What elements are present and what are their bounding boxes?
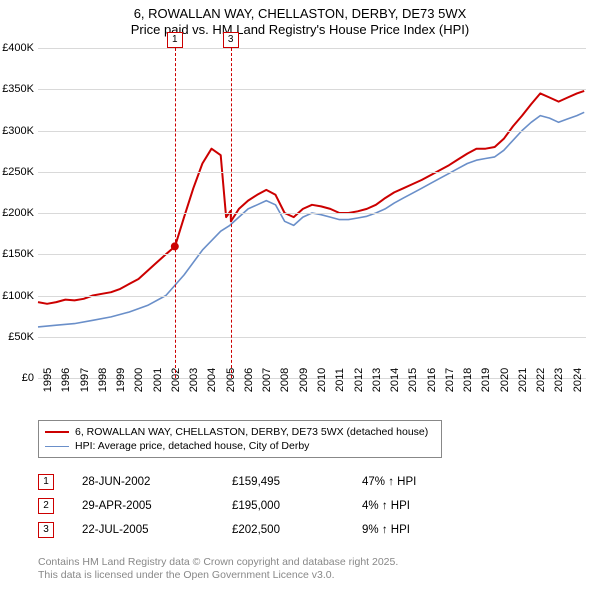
legend-swatch: [45, 446, 69, 447]
gridline: [38, 172, 586, 173]
sales-number-box: 2: [38, 498, 54, 514]
xtick-label: 2018: [462, 368, 474, 392]
xtick-label: 2015: [407, 368, 419, 392]
xtick-label: 2002: [170, 368, 182, 392]
xtick-label: 2024: [572, 368, 584, 392]
xtick-label: 2019: [480, 368, 492, 392]
gridline: [38, 213, 586, 214]
xtick-label: 2004: [206, 368, 218, 392]
ytick-label: £350K: [2, 83, 34, 95]
sales-row: 1 28-JUN-2002£159,49547% ↑ HPI: [38, 470, 558, 494]
sales-row: 2 29-APR-2005£195,0004% ↑ HPI: [38, 494, 558, 518]
ytick-label: £400K: [2, 42, 34, 54]
gridline: [38, 48, 586, 49]
sales-date: 29-APR-2005: [82, 500, 232, 512]
title-line2: Price paid vs. HM Land Registry's House …: [0, 22, 600, 38]
xtick-label: 2010: [316, 368, 328, 392]
marker-line: [231, 48, 232, 378]
sales-pct: 9% ↑ HPI: [362, 524, 482, 536]
sales-number-box: 3: [38, 522, 54, 538]
ytick-label: £50K: [8, 331, 34, 343]
ytick-label: £250K: [2, 166, 34, 178]
footnote-line2: This data is licensed under the Open Gov…: [38, 569, 558, 582]
sales-table: 1 28-JUN-2002£159,49547% ↑ HPI 2 29-APR-200…: [38, 470, 558, 542]
xtick-label: 2009: [298, 368, 310, 392]
sales-pct: 4% ↑ HPI: [362, 500, 482, 512]
xtick-label: 2022: [535, 368, 547, 392]
xtick-label: 2003: [188, 368, 200, 392]
chart-area: £0£50K£100K£150K£200K£250K£300K£350K£400…: [38, 48, 586, 379]
gridline: [38, 337, 586, 338]
xtick-label: 2011: [334, 368, 346, 392]
ytick-label: £200K: [2, 207, 34, 219]
series-property: [38, 91, 584, 304]
sales-price: £159,495: [232, 476, 362, 488]
xtick-label: 1996: [60, 368, 72, 392]
legend-label: 6, ROWALLAN WAY, CHELLASTON, DERBY, DE73…: [75, 426, 428, 438]
sales-number-box: 1: [38, 474, 54, 490]
xtick-label: 2013: [371, 368, 383, 392]
ytick-label: £0: [22, 372, 34, 384]
legend-row: 6, ROWALLAN WAY, CHELLASTON, DERBY, DE73…: [45, 425, 435, 439]
xtick-label: 2006: [243, 368, 255, 392]
footnote: Contains HM Land Registry data © Crown c…: [38, 556, 558, 582]
legend-row: HPI: Average price, detached house, City…: [45, 439, 435, 453]
sales-date: 28-JUN-2002: [82, 476, 232, 488]
gridline: [38, 89, 586, 90]
ytick-label: £150K: [2, 248, 34, 260]
xtick-label: 2007: [261, 368, 273, 392]
xtick-label: 2000: [133, 368, 145, 392]
gridline: [38, 296, 586, 297]
page-container: 6, ROWALLAN WAY, CHELLASTON, DERBY, DE73…: [0, 0, 600, 590]
legend-swatch: [45, 431, 69, 433]
marker-number-box: 3: [223, 32, 239, 48]
sales-price: £202,500: [232, 524, 362, 536]
title-line1: 6, ROWALLAN WAY, CHELLASTON, DERBY, DE73…: [0, 6, 600, 22]
xtick-label: 2023: [553, 368, 565, 392]
xtick-label: 2012: [353, 368, 365, 392]
footnote-line1: Contains HM Land Registry data © Crown c…: [38, 556, 558, 569]
sales-date: 22-JUL-2005: [82, 524, 232, 536]
xtick-label: 2001: [152, 368, 164, 392]
sales-price: £195,000: [232, 500, 362, 512]
xtick-label: 2014: [389, 368, 401, 392]
ytick-label: £100K: [2, 290, 34, 302]
marker-line: [175, 48, 176, 378]
gridline: [38, 131, 586, 132]
xtick-label: 2008: [279, 368, 291, 392]
sales-pct: 47% ↑ HPI: [362, 476, 482, 488]
xtick-label: 2020: [499, 368, 511, 392]
sales-row: 3 22-JUL-2005£202,5009% ↑ HPI: [38, 518, 558, 542]
title-block: 6, ROWALLAN WAY, CHELLASTON, DERBY, DE73…: [0, 0, 600, 39]
xtick-label: 1999: [115, 368, 127, 392]
ytick-label: £300K: [2, 125, 34, 137]
xtick-label: 1995: [42, 368, 54, 392]
legend-label: HPI: Average price, detached house, City…: [75, 440, 309, 452]
marker-number-box: 1: [167, 32, 183, 48]
xtick-label: 2017: [444, 368, 456, 392]
legend-box: 6, ROWALLAN WAY, CHELLASTON, DERBY, DE73…: [38, 420, 442, 458]
xtick-label: 2021: [517, 368, 529, 392]
xtick-label: 1998: [97, 368, 109, 392]
xtick-label: 1997: [79, 368, 91, 392]
xtick-label: 2016: [426, 368, 438, 392]
gridline: [38, 254, 586, 255]
